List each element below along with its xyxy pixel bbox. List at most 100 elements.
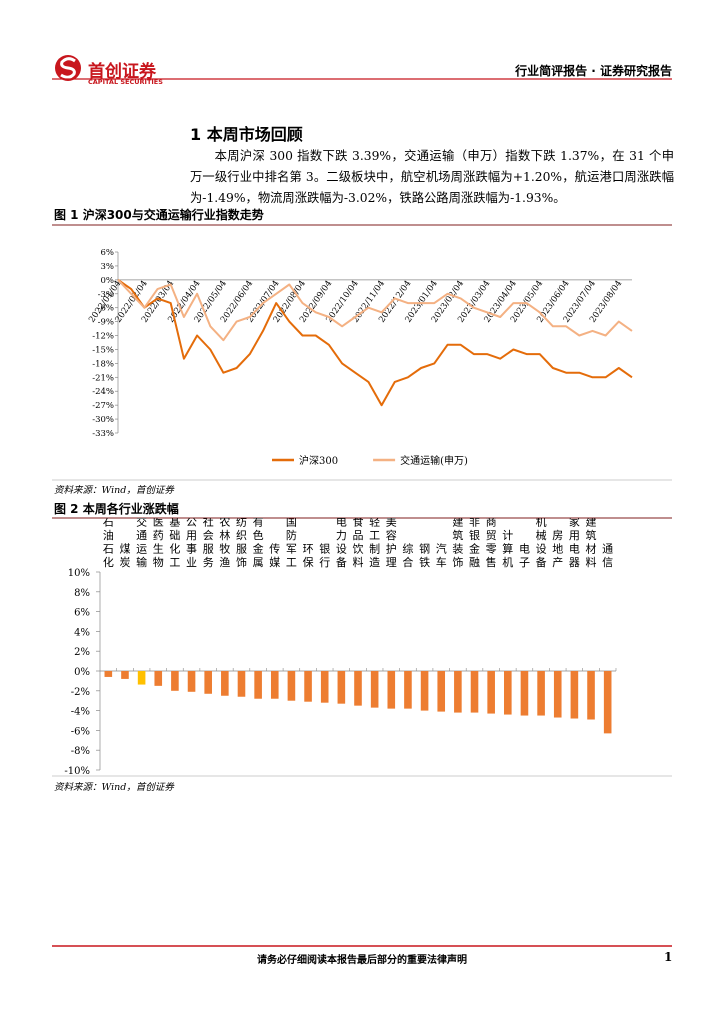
x-tick-label: 非银金融 [469,518,480,569]
x-tick-label: 公用事业 [186,518,197,569]
y-tick-label: -27% [92,401,114,411]
x-tick-label: 纺织服饰 [236,518,247,569]
bar [337,671,346,704]
x-tick-label: 机械设备 [536,518,547,569]
x-tick-label: 建筑装饰 [452,518,463,569]
x-tick-label: 银行 [319,542,330,570]
label-char: 石 [103,518,114,529]
bar [420,671,429,711]
label-char: 电 [336,518,347,529]
y-tick-label: 2% [74,647,90,658]
bar [204,671,212,694]
y-tick-label: -6% [71,726,90,737]
section-title: 1 本周市场回顾 [190,125,303,144]
y-tick-label: 4% [74,627,90,638]
y-tick-label: -15% [92,345,114,355]
bar [587,671,595,720]
label-char: 非 [469,518,480,529]
label-char: 输 [136,555,147,569]
label-char: 地 [552,543,563,556]
label-char: 合 [402,555,413,569]
y-tick-label: -21% [92,373,114,383]
y-tick-label: -10% [64,766,90,776]
label-char: 料 [353,555,364,569]
label-char: 制 [369,543,380,556]
label-char: 业 [186,556,197,569]
label-char: 零 [486,543,497,556]
y-tick-label: 3% [101,262,115,272]
label-char: 运 [136,543,147,556]
x-tick-label: 石油石化 [103,518,114,569]
bar-chart: 10%8%6%4%2%0%-2%-4%-6%-8%-10%石油石化煤炭交通运输医… [64,518,617,776]
bar [520,671,529,716]
label-char: 器 [569,556,580,569]
label-char: 社 [203,518,214,529]
label-char: 计 [502,529,513,542]
label-char: 军 [286,543,297,556]
label-char: 银 [319,542,330,556]
bar [570,671,579,719]
x-tick-label: 综合 [402,542,413,570]
bar [454,671,462,713]
bar [287,671,296,701]
label-char: 环 [303,543,314,556]
label-char: 用 [186,529,197,542]
legend-label: 沪深300 [299,454,338,467]
y-tick-label: 6% [101,248,115,258]
bar [221,671,229,696]
bar [354,671,362,706]
y-tick-label: 10% [68,568,90,579]
x-tick-label: 煤炭 [119,543,130,570]
y-tick-label: -3% [98,290,114,300]
x-tick-label: 电力设备 [336,518,347,569]
bar [121,671,129,679]
label-char: 品 [353,529,364,542]
label-char: 设 [336,543,347,556]
label-char: 房 [552,529,563,542]
label-char: 公 [186,518,197,529]
label-char: 织 [236,529,247,542]
label-char: 林 [219,528,230,542]
report-type: 行业简评报告 · 证券研究报告 [515,64,672,78]
x-tick-label: 基础化工 [169,518,180,569]
label-char: 机 [502,555,513,569]
label-char: 煤 [119,543,130,556]
source-note: 资料来源：Wind，首创证券 [54,485,174,496]
y-tick-label: -6% [98,304,114,314]
x-tick-label: 交通运输 [136,518,147,569]
label-char: 贸 [486,529,497,542]
label-char: 工 [286,556,297,569]
label-char: 备 [536,555,547,569]
label-char: 护 [386,542,397,556]
label-char: 金 [253,542,264,556]
label-char: 饰 [452,555,463,569]
label-char: 牧 [219,542,230,556]
label-char: 物 [153,555,164,569]
y-tick-label: -30% [92,415,114,425]
bar [320,671,329,703]
label-char: 传 [269,543,280,556]
bar [470,671,479,713]
y-tick-label: -4% [71,707,90,718]
x-tick-label: 计算机 [502,529,513,569]
label-char: 国 [286,518,297,529]
label-char: 筑 [586,528,597,542]
label-char: 钢 [419,543,430,556]
label-char: 算 [502,542,513,556]
x-tick-label: 美容护理 [386,518,397,569]
x-tick-label: 国防军工 [286,518,297,569]
x-tick-label: 医药生物 [153,518,164,569]
label-char: 工 [169,556,180,569]
x-tick-label: 家用电器 [569,518,580,569]
label-char: 建 [452,518,463,529]
x-tick-label: 房地产 [552,529,563,569]
bar [603,671,612,734]
label-char: 金 [469,542,480,556]
label-char: 车 [436,555,447,569]
label-char: 银 [469,528,480,542]
series-line [117,278,633,407]
label-char: 石 [103,543,114,556]
label-char: 设 [536,543,547,556]
